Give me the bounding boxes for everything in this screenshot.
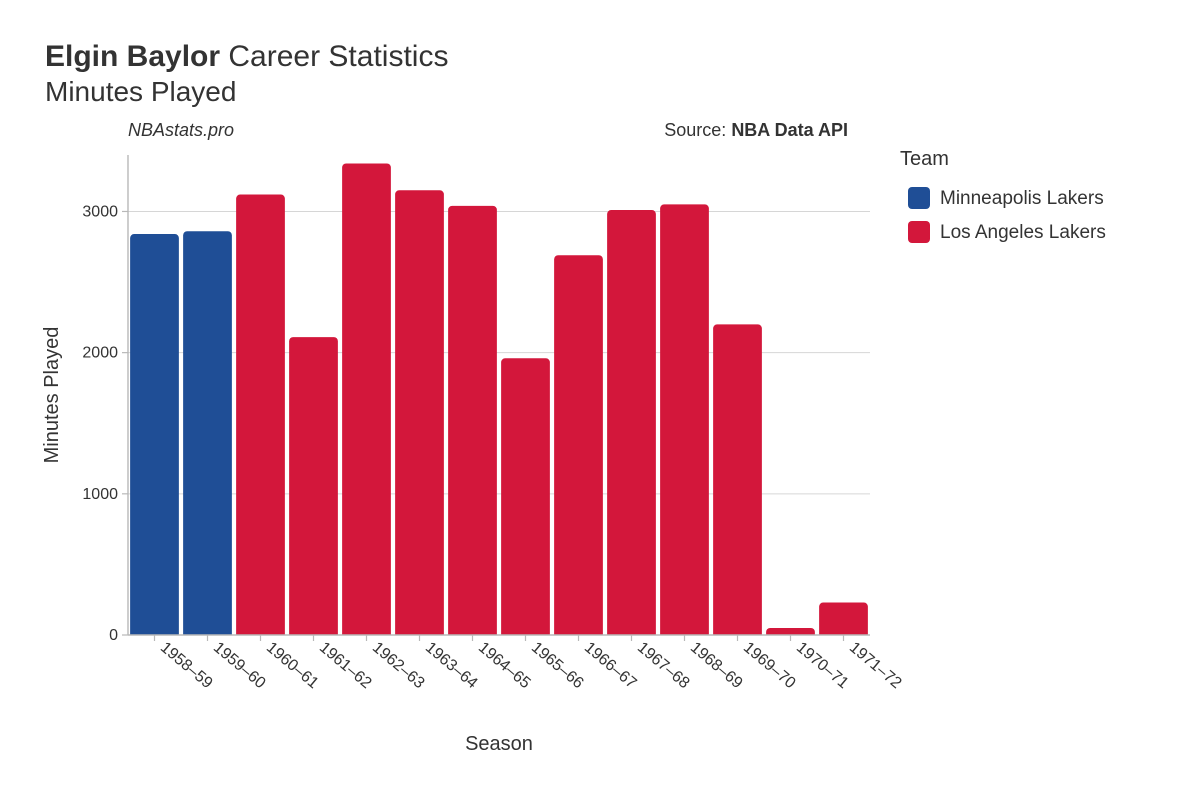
bar: [130, 234, 179, 635]
chart-svg: 0 1000 2000 3000 1958–591959–601960–611961–6…: [30, 145, 1170, 765]
bar: [236, 195, 285, 635]
bar: [395, 190, 444, 635]
x-tick-label: 1967–68: [634, 639, 693, 692]
bar: [713, 324, 762, 635]
source-prefix: Source:: [664, 120, 731, 140]
y-tick-label: 3000: [82, 203, 118, 220]
y-tick-label: 2000: [82, 345, 118, 362]
x-tick-label: 1962–63: [369, 639, 428, 692]
x-tick-label: 1971–72: [846, 639, 905, 692]
x-tick-label: 1970–71: [793, 639, 852, 692]
source-name: NBA Data API: [731, 120, 848, 140]
legend-label: Minneapolis Lakers: [940, 188, 1104, 209]
bar: [660, 204, 709, 635]
y-axis-title: Minutes Played: [41, 327, 63, 464]
bar: [607, 210, 656, 635]
site-credit: NBAstats.pro: [128, 120, 234, 141]
bar: [554, 255, 603, 635]
meta-row: NBAstats.pro Source: NBA Data API: [128, 120, 848, 141]
x-tick-label: 1964–65: [475, 639, 534, 692]
bar: [766, 628, 815, 635]
y-tick-label: 1000: [82, 486, 118, 503]
bar: [342, 163, 391, 635]
legend-title: Team: [900, 148, 949, 170]
legend-label: Los Angeles Lakers: [940, 222, 1106, 243]
x-axis-title: Season: [465, 733, 533, 755]
x-tick-label: 1958–59: [157, 639, 216, 692]
chart-title: Elgin Baylor Career Statistics: [45, 40, 1170, 74]
x-tick-label: 1966–67: [581, 639, 640, 692]
player-name: Elgin Baylor: [45, 40, 220, 73]
y-tick-label: 0: [109, 627, 118, 644]
x-tick-label: 1960–61: [263, 639, 322, 692]
x-tick-label: 1963–64: [422, 639, 481, 692]
bar: [501, 358, 550, 635]
x-tick-label: 1961–62: [316, 639, 375, 692]
title-rest: Career Statistics: [220, 40, 448, 73]
chart-area: 0 1000 2000 3000 1958–591959–601960–611961–6…: [30, 145, 1170, 765]
legend-swatch: [908, 221, 930, 243]
legend-swatch: [908, 187, 930, 209]
source-credit: Source: NBA Data API: [664, 120, 848, 141]
bar: [819, 603, 868, 635]
bar: [448, 206, 497, 635]
x-tick-label: 1969–70: [740, 639, 799, 692]
chart-container: Elgin Baylor Career Statistics Minutes P…: [0, 0, 1200, 800]
bar: [183, 231, 232, 635]
x-tick-label: 1959–60: [210, 639, 269, 692]
bar: [289, 337, 338, 635]
title-block: Elgin Baylor Career Statistics Minutes P…: [45, 40, 1170, 108]
chart-subtitle: Minutes Played: [45, 76, 1170, 108]
x-tick-label: 1968–69: [687, 639, 746, 692]
x-tick-label: 1965–66: [528, 639, 587, 692]
